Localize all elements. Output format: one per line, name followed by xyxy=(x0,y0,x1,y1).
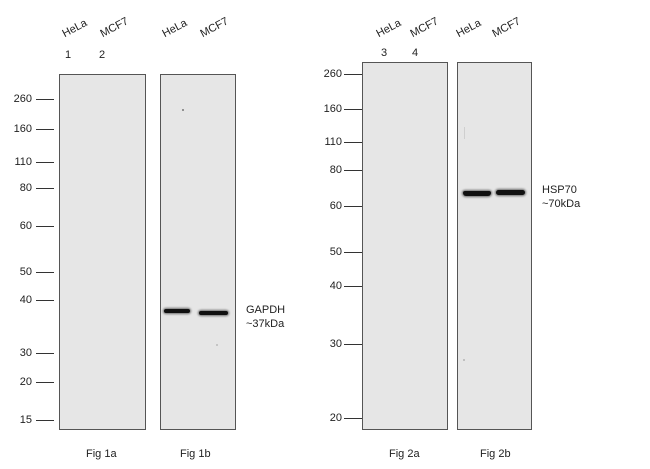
mw-label-260: 260 xyxy=(323,68,342,80)
band-hsp70-hela xyxy=(463,191,491,196)
mw-tick xyxy=(344,344,362,345)
mw-label-50: 50 xyxy=(329,246,342,258)
mw-tick xyxy=(36,353,54,354)
lane-label-mcf7-1a: MCF7 xyxy=(98,15,131,41)
lane-number-3: 3 xyxy=(381,47,388,59)
mw-label-60: 60 xyxy=(19,220,32,232)
membrane-speck xyxy=(216,344,218,346)
caption-fig2b: Fig 2b xyxy=(480,448,511,460)
mw-tick xyxy=(344,74,362,75)
target-size-hsp70: ~70kDa xyxy=(542,198,581,210)
mw-label-40: 40 xyxy=(329,280,342,292)
caption-fig1a: Fig 1a xyxy=(86,448,117,460)
lane-number-1: 1 xyxy=(65,49,72,61)
blot-panel-fig2a xyxy=(362,62,448,430)
mw-tick xyxy=(344,142,362,143)
mw-label-30: 30 xyxy=(19,347,32,359)
mw-label-40: 40 xyxy=(19,294,32,306)
mw-tick xyxy=(344,286,362,287)
mw-label-110: 110 xyxy=(14,156,32,168)
membrane-speck xyxy=(182,109,184,111)
mw-label-80: 80 xyxy=(19,182,32,194)
mw-tick xyxy=(36,226,54,227)
mw-tick xyxy=(36,188,54,189)
mw-tick xyxy=(344,109,362,110)
lane-label-mcf7-1b: MCF7 xyxy=(198,15,231,41)
mw-label-160: 160 xyxy=(13,123,32,135)
mw-tick xyxy=(344,206,362,207)
lane-label-hela-2a: HeLa xyxy=(374,17,404,40)
lane-label-hela-2b: HeLa xyxy=(454,17,484,40)
mw-label-160: 160 xyxy=(323,103,342,115)
mw-tick xyxy=(36,382,54,383)
band-gapdh-hela xyxy=(164,309,190,313)
band-gapdh-mcf7 xyxy=(199,311,228,315)
mw-tick xyxy=(36,420,54,421)
mw-label-260: 260 xyxy=(13,93,32,105)
lane-label-hela-1a: HeLa xyxy=(60,17,90,40)
caption-fig2a: Fig 2a xyxy=(389,448,420,460)
lane-label-mcf7-2b: MCF7 xyxy=(490,15,523,41)
target-name-hsp70: HSP70 xyxy=(542,184,577,196)
mw-label-20: 20 xyxy=(19,376,32,388)
mw-label-50: 50 xyxy=(19,266,32,278)
mw-tick xyxy=(36,99,54,100)
lane-label-mcf7-2a: MCF7 xyxy=(408,15,441,41)
mw-tick xyxy=(344,252,362,253)
membrane-scratch xyxy=(464,127,465,139)
membrane-speck xyxy=(463,359,465,361)
mw-tick xyxy=(36,162,54,163)
mw-label-30: 30 xyxy=(329,338,342,350)
lane-number-4: 4 xyxy=(412,47,419,59)
mw-label-110: 110 xyxy=(324,136,342,148)
caption-fig1b: Fig 1b xyxy=(180,448,211,460)
mw-tick xyxy=(36,129,54,130)
mw-tick xyxy=(344,418,362,419)
blot-panel-fig2b xyxy=(457,62,532,430)
blot-panel-fig1b xyxy=(160,74,236,430)
mw-tick xyxy=(36,272,54,273)
mw-label-80: 80 xyxy=(329,164,342,176)
mw-label-60: 60 xyxy=(329,200,342,212)
lane-number-2: 2 xyxy=(99,49,106,61)
lane-label-hela-1b: HeLa xyxy=(160,17,190,40)
target-name-gapdh: GAPDH xyxy=(246,304,286,316)
blot-panel-fig1a xyxy=(59,74,146,430)
target-size-gapdh: ~37kDa xyxy=(246,318,285,330)
mw-tick xyxy=(344,170,362,171)
band-hsp70-mcf7 xyxy=(496,190,525,195)
mw-tick xyxy=(36,300,54,301)
mw-label-20: 20 xyxy=(329,412,342,424)
mw-label-15: 15 xyxy=(19,414,32,426)
